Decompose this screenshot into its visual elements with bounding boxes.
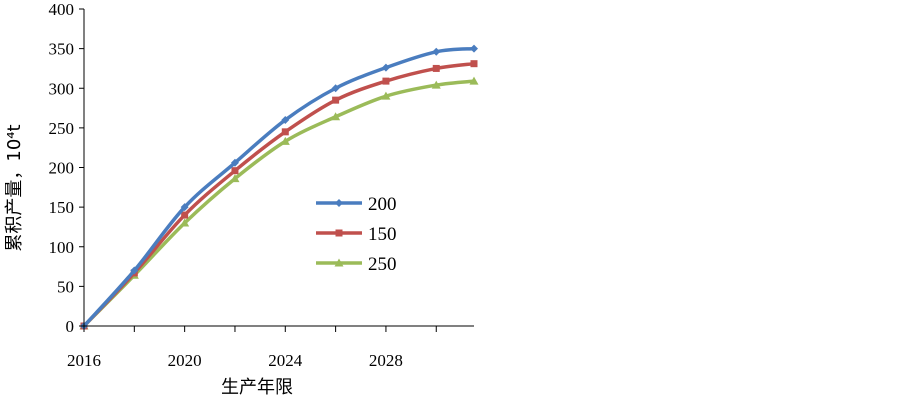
legend-marker <box>334 258 344 267</box>
series-150 <box>80 60 478 330</box>
data-point-150 <box>432 64 440 72</box>
y-tick-label: 350 <box>49 40 75 59</box>
data-point-150 <box>332 96 340 104</box>
data-point-200 <box>230 158 239 167</box>
series-200 <box>80 44 478 330</box>
y-tick-label: 250 <box>49 119 75 138</box>
legend-marker <box>335 229 343 237</box>
x-tick-label: 2020 <box>168 351 202 370</box>
legend-marker <box>335 199 343 207</box>
series-layer <box>79 44 479 330</box>
data-point-250 <box>280 136 290 145</box>
y-tick-label: 300 <box>49 79 75 98</box>
series-250 <box>79 76 479 330</box>
series-line-200 <box>82 46 476 328</box>
y-axis-title: 累积产量，10⁴t <box>4 124 25 251</box>
data-point-250 <box>180 218 190 227</box>
x-tick-label: 2024 <box>268 351 303 370</box>
x-tick-label: 2028 <box>369 351 403 370</box>
data-point-250 <box>431 80 441 89</box>
data-point-200 <box>281 115 290 124</box>
data-point-250 <box>331 112 341 121</box>
data-point-200 <box>180 203 189 212</box>
data-point-250 <box>469 76 479 85</box>
legend-label: 200 <box>368 194 397 215</box>
data-point-250 <box>230 174 240 183</box>
series-line-150 <box>82 61 476 328</box>
data-point-200 <box>381 63 390 72</box>
y-tick-label: 150 <box>49 198 75 217</box>
y-tick-label: 50 <box>57 277 74 296</box>
data-point-150 <box>382 77 390 85</box>
x-axis-title: 生产年限 <box>221 377 293 398</box>
data-point-250 <box>381 91 391 100</box>
legend-entry-250: 250 <box>316 254 397 275</box>
data-point-150 <box>470 60 478 68</box>
legend-label: 150 <box>368 224 397 245</box>
y-tick-label: 200 <box>49 159 75 178</box>
data-point-200 <box>130 266 139 275</box>
legend-label: 250 <box>368 254 397 275</box>
y-tick-label: 100 <box>49 238 75 257</box>
data-point-150 <box>281 128 289 136</box>
ticks-layer: 0 50 100 150 200 250 300 350 400 2016 2020 2024 2028 <box>49 0 437 370</box>
data-point-150 <box>181 211 189 219</box>
series-line-250 <box>82 79 476 328</box>
x-tick-label: 2016 <box>67 351 101 370</box>
y-tick-label: 400 <box>49 0 75 19</box>
legend-entry-200: 200 <box>316 194 397 215</box>
data-point-200 <box>432 47 441 56</box>
data-point-150 <box>231 167 239 175</box>
y-tick-label: 0 <box>66 317 75 336</box>
legend-entry-150: 150 <box>316 224 397 245</box>
data-point-200 <box>331 84 340 93</box>
legend: 200 150 250 <box>316 194 397 275</box>
data-point-200 <box>470 44 478 53</box>
